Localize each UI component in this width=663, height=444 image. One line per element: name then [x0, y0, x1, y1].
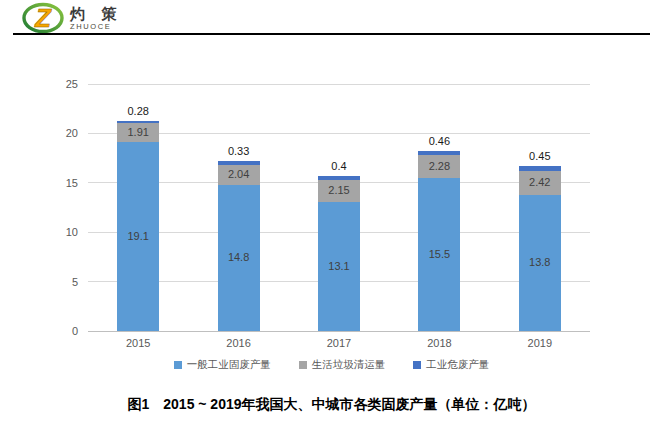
- header-divider: [13, 33, 650, 35]
- data-label: 2.28: [418, 160, 460, 173]
- data-label-outside: 0.45: [510, 150, 569, 163]
- data-label: 14.8: [218, 251, 260, 264]
- brand-text: 灼 策 ZHUOCE: [70, 6, 122, 31]
- brand-name-en: ZHUOCE: [70, 23, 122, 31]
- legend-item: 工业危废产量: [413, 358, 489, 372]
- data-label: 2.15: [318, 184, 360, 197]
- brand-name-cn: 灼 策: [70, 6, 122, 21]
- data-label-outside: 0.46: [410, 135, 469, 148]
- svg-text:Z: Z: [34, 3, 52, 33]
- figure-caption: 图1 2015 ~ 2019年我国大、中城市各类固废产量（单位：亿吨）: [0, 396, 663, 414]
- y-axis-tick-label: 10: [44, 226, 78, 238]
- bar-2017: 13.12.150.4: [318, 84, 360, 331]
- y-axis-tick-label: 15: [44, 177, 78, 189]
- bar-segment-工业危废产量: [519, 166, 561, 170]
- bar-2019: 13.82.420.45: [519, 84, 561, 331]
- x-axis-tick-label: 2016: [188, 337, 288, 349]
- data-label: 2.42: [519, 176, 561, 189]
- bar-2016: 14.82.040.33: [218, 84, 260, 331]
- data-label: 15.5: [418, 248, 460, 261]
- legend-label: 生活垃圾清运量: [312, 358, 386, 372]
- data-label: 2.04: [218, 168, 260, 181]
- data-label: 13.1: [318, 260, 360, 273]
- plot-area: 051015202519.11.910.2814.82.040.3313.12.…: [88, 84, 590, 331]
- bar-2018: 15.52.280.46: [418, 84, 460, 331]
- x-axis-tick-label: 2015: [88, 337, 188, 349]
- bar-segment-工业危废产量: [117, 121, 159, 124]
- data-label-outside: 0.4: [310, 160, 369, 173]
- legend-label: 工业危废产量: [426, 358, 489, 372]
- bar-segment-工业危废产量: [218, 161, 260, 164]
- brand-logo-icon: Z: [22, 2, 64, 34]
- bar-segment-工业危废产量: [418, 151, 460, 156]
- chart-legend: 一般工业固废产量 生活垃圾清运量 工业危废产量: [0, 358, 663, 372]
- legend-label: 一般工业固废产量: [187, 358, 271, 372]
- x-axis-tick-label: 2019: [490, 337, 590, 349]
- bar-2015: 19.11.910.28: [117, 84, 159, 331]
- legend-swatch: [174, 361, 182, 369]
- y-axis-tick-label: 5: [44, 276, 78, 288]
- legend-item: 生活垃圾清运量: [299, 358, 386, 372]
- x-axis-tick-label: 2018: [389, 337, 489, 349]
- y-axis-tick-label: 25: [44, 78, 78, 90]
- x-axis: 20152016201720182019: [88, 337, 590, 351]
- legend-item: 一般工业固废产量: [174, 358, 271, 372]
- brand-logo: Z 灼 策 ZHUOCE: [22, 2, 122, 34]
- data-label: 19.1: [117, 230, 159, 243]
- legend-swatch: [413, 361, 421, 369]
- y-axis-tick-label: 20: [44, 127, 78, 139]
- legend-swatch: [299, 361, 307, 369]
- data-label: 13.8: [519, 256, 561, 269]
- y-axis-tick-label: 0: [44, 325, 78, 337]
- x-axis-tick-label: 2017: [289, 337, 389, 349]
- bar-segment-工业危废产量: [318, 176, 360, 180]
- data-label-outside: 0.33: [209, 145, 268, 158]
- data-label-outside: 0.28: [109, 105, 168, 118]
- data-label: 1.91: [117, 126, 159, 139]
- stacked-bar-chart: 0 5 10 15 20 25 19.1 1.91 0.28 14.8 2.04 0.33 13.1 2.…: [0, 70, 663, 382]
